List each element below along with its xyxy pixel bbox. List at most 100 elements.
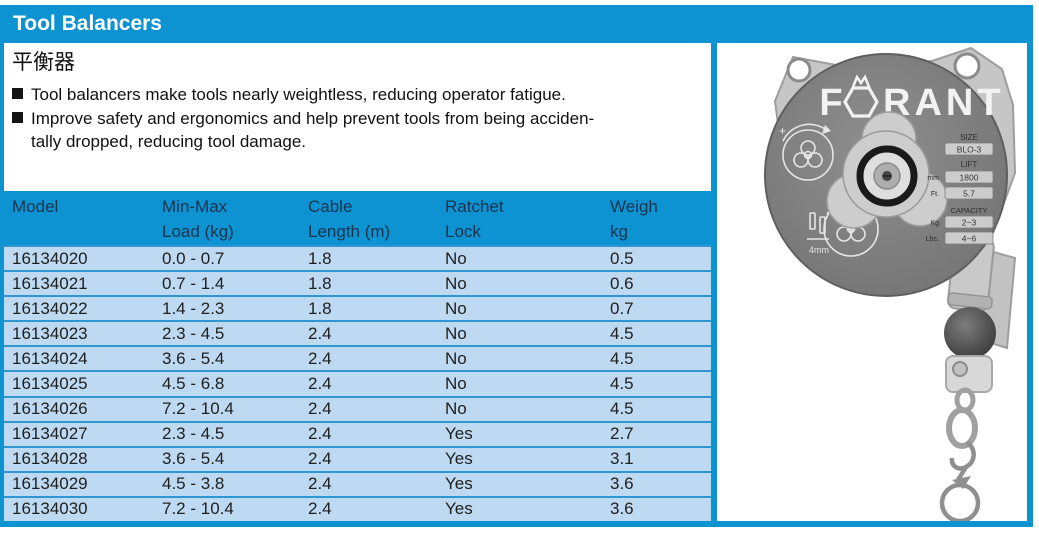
table-cell: 3.1 (610, 449, 634, 469)
table-cell: 4.5 (610, 348, 634, 368)
table-cell: Yes (445, 424, 473, 444)
table-cell: No (445, 273, 467, 293)
table-cell: 1.8 (308, 273, 332, 293)
table-cell: 0.5 (610, 248, 634, 268)
bullet-text-line2: tally dropped, reducing tool damage. (31, 132, 307, 151)
lift-mm-value: 1800 (960, 173, 979, 183)
frame-right-border (1027, 5, 1033, 527)
table-cell: 3.6 - 5.4 (162, 348, 225, 368)
column-header-model: Model (12, 197, 59, 216)
gauge-marking: 4mm (809, 245, 829, 255)
table-cell: 2.4 (308, 399, 332, 419)
brand-logo: F RANT (819, 74, 1001, 124)
intro-bullets: Tool balancers make tools nearly weightl… (12, 83, 702, 154)
table-cell: 1.8 (308, 248, 332, 268)
table-cell: 3.6 (610, 474, 634, 494)
adjustment-diagram-upper (782, 123, 834, 181)
product-photo: F RANT + (764, 46, 1017, 524)
table-row: 16134020 0.0 - 0.7 1.8 No 0.5 (4, 245, 711, 271)
column-header-cable-length: Cable Length (m) (308, 197, 391, 241)
capacity-lbs-value: 4~6 (962, 234, 977, 244)
table-row: 16134029 4.5 - 3.8 2.4 Yes 3.6 (4, 470, 711, 496)
table-cell: No (445, 348, 467, 368)
table-cell: 2.3 - 4.5 (162, 424, 225, 444)
bullet-square-icon (12, 111, 23, 123)
table-cell: No (445, 298, 467, 318)
capacity-label: CAPACITY (951, 206, 988, 215)
pull-ring (939, 482, 981, 524)
table-cell: 16134022 (12, 298, 88, 318)
table-cell: 2.4 (308, 424, 332, 444)
table-cell: 2.4 (308, 374, 332, 394)
column-header-load: Min-Max Load (kg) (162, 197, 234, 241)
bullet-square-icon (12, 88, 23, 99)
table-body: 16134020 0.0 - 0.7 1.8 No 0.5 16134021 0.7 - 1… (4, 245, 711, 522)
table-cell: 16134025 (12, 374, 88, 394)
table-cell: 16134026 (12, 399, 88, 419)
table-cell: 0.7 (610, 298, 634, 318)
table-cell: No (445, 399, 467, 419)
table-cell: 2.3 - 4.5 (162, 323, 225, 343)
table-cell: Yes (445, 474, 473, 494)
swivel-links (946, 387, 978, 449)
table-cell: 16134023 (12, 323, 88, 343)
swivel-block (945, 355, 993, 393)
table-row: 16134025 4.5 - 6.8 2.4 No 4.5 (4, 370, 711, 396)
table-row: 16134024 3.6 - 5.4 2.4 No 4.5 (4, 345, 711, 371)
table-cell: 0.6 (610, 273, 634, 293)
table-cell: 3.6 (610, 499, 634, 519)
table-cell: No (445, 374, 467, 394)
capacity-kg-value: 2~3 (962, 218, 977, 228)
lift-ft-value: 5.7 (963, 189, 975, 199)
column-header-weight: Weigh kg (610, 197, 658, 241)
capacity-lbs-label: Lbs. (926, 236, 939, 243)
table-row: 16134023 2.3 - 4.5 2.4 No 4.5 (4, 320, 711, 346)
lift-label: LIFT (961, 160, 978, 169)
table-header-row: Model Min-Max Load (kg) Cable Length (m) R… (4, 191, 711, 245)
table-cell: 16134021 (12, 273, 88, 293)
table-cell: 4.5 (610, 323, 634, 343)
table-cell: 16134020 (12, 248, 88, 268)
table-row: 16134026 7.2 - 10.4 2.4 No 4.5 (4, 395, 711, 421)
table-cell: 4.5 (610, 374, 634, 394)
table-cell: 0.7 - 1.4 (162, 273, 225, 293)
frame-bottom-border (0, 521, 1033, 527)
table-cell: 2.7 (610, 424, 634, 444)
table-cell: 2.4 (308, 348, 332, 368)
table-row: 16134028 3.6 - 5.4 2.4 Yes 3.1 (4, 445, 711, 471)
plus-marking: + (779, 124, 786, 138)
bullet-text: Tool balancers make tools nearly weightl… (31, 85, 566, 104)
tension-knob (826, 111, 948, 229)
lift-mm-label: mm (927, 175, 939, 182)
table-cell: 4.5 - 6.8 (162, 374, 225, 394)
table-cell: 16134030 (12, 499, 88, 519)
table-cell: 16134029 (12, 474, 88, 494)
table-row: 16134021 0.7 - 1.4 1.8 No 0.6 (4, 270, 711, 296)
table-cell: Yes (445, 449, 473, 469)
table-cell: 2.4 (308, 323, 332, 343)
snap-hook (949, 440, 976, 489)
table-cell: 16134024 (12, 348, 88, 368)
table-cell: 0.0 - 0.7 (162, 248, 225, 268)
size-label: SIZE (960, 133, 978, 142)
brand-letter-f: F (819, 82, 842, 124)
table-cell: 16134027 (12, 424, 88, 444)
table-cell: 4.5 (610, 399, 634, 419)
bracket-hole-right-icon (953, 52, 981, 80)
bullet-item: Tool balancers make tools nearly weightl… (12, 83, 702, 107)
size-value: BLO-3 (957, 145, 982, 155)
frame-left-border (0, 5, 4, 527)
table-cell: 3.6 - 5.4 (162, 449, 225, 469)
page-title: Tool Balancers (0, 5, 1033, 43)
table-cell: 1.8 (308, 298, 332, 318)
table-cell: 4.5 - 3.8 (162, 474, 225, 494)
capacity-kg-label: Kg (930, 220, 939, 227)
bullet-item: Improve safety and ergonomics and help p… (12, 107, 702, 154)
table-cell: 16134028 (12, 449, 88, 469)
spec-plate: SIZE BLO-3 LIFT mm 1800 Ft. 5.7 CAPACITY… (926, 133, 994, 245)
bracket-hole-left-icon (786, 57, 812, 83)
table-row: 16134022 1.4 - 2.3 1.8 No 0.7 (4, 295, 711, 321)
table-cell: 2.4 (308, 474, 332, 494)
spec-table: Model Min-Max Load (kg) Cable Length (m) R… (4, 191, 711, 522)
